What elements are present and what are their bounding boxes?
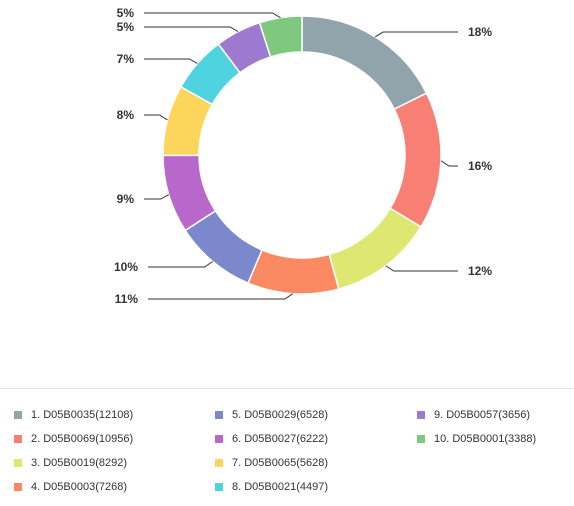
legend-label: 10. D05B0001(3388) [434,433,537,445]
leader-lines [144,12,458,300]
legend-divider [0,388,574,389]
leader-line-2 [440,160,458,167]
legend-swatch [14,411,22,419]
legend-swatch [14,459,22,467]
legend-item-6[interactable]: 6. D05B0027(6222) [215,431,328,447]
legend-item-3[interactable]: 3. D05B0019(8292) [14,455,127,471]
leader-line-3 [385,265,458,272]
legend-swatch [215,483,223,491]
donut-slice-1[interactable] [301,15,428,111]
percent-label-5: 10% [114,260,138,274]
percent-label-10: 5% [117,6,135,20]
percent-label-2: 16% [468,159,492,173]
legend-swatch [14,483,22,491]
leader-line-5 [148,261,213,268]
percent-label-3: 12% [468,264,492,278]
leader-line-6 [144,194,169,200]
legend-label: 8. D05B0021(4497) [232,481,329,493]
donut-slice-4[interactable] [247,248,340,295]
percent-label-6: 9% [117,192,135,206]
percent-label-1: 18% [468,25,492,39]
leader-line-9 [144,26,239,33]
legend-item-1[interactable]: 1. D05B0035(12108) [14,407,133,423]
legend-item-2[interactable]: 2. D05B0069(10956) [14,431,133,447]
legend-swatch [215,435,223,443]
chart-legend: 1. D05B0035(12108) 2. D05B0069(10956) 3. D… [0,400,574,500]
legend-label: 7. D05B0065(5628) [232,457,329,469]
legend-label: 5. D05B0029(6528) [232,409,329,421]
legend-item-8[interactable]: 8. D05B0021(4497) [215,479,328,495]
donut-slice-3[interactable] [328,207,423,290]
percent-label-9: 5% [117,20,135,34]
legend-item-10[interactable]: 10. D05B0001(3388) [417,431,536,447]
donut-slices [162,15,442,295]
donut-slice-10[interactable] [258,15,303,58]
legend-label: 6. D05B0027(6222) [232,433,329,445]
legend-label: 4. D05B0003(7268) [31,481,128,493]
legend-item-7[interactable]: 7. D05B0065(5628) [215,455,328,471]
donut-chart: 18% 16% 12% 11% 10% 9% 8% 7% 5%5% [114,6,492,306]
leader-line-4 [148,293,294,300]
legend-swatch [417,435,425,443]
percent-label-8: 7% [117,52,135,66]
leader-line-1 [374,31,458,38]
legend-label: 3. D05B0019(8292) [31,457,128,469]
legend-item-5[interactable]: 5. D05B0029(6528) [215,407,328,423]
leader-line-10 [144,12,281,19]
donut-slice-2[interactable] [389,92,442,228]
percent-label-4: 11% [115,292,139,306]
legend-swatch [215,411,223,419]
leader-line-8 [144,58,198,64]
legend-item-9[interactable]: 9. D05B0057(3656) [417,407,530,423]
legend-item-4[interactable]: 4. D05B0003(7268) [14,479,127,495]
legend-label: 9. D05B0057(3656) [434,409,531,421]
legend-label: 1. D05B0035(12108) [31,409,134,421]
percent-labels: 18% 16% 12% 11% 10% 9% 8% 7% 5%5% [114,6,492,306]
legend-swatch [14,435,22,443]
leader-line-7 [144,114,168,121]
legend-swatch [215,459,223,467]
percent-label-7: 8% [117,108,135,122]
legend-swatch [417,411,425,419]
legend-label: 2. D05B0069(10956) [31,433,134,445]
